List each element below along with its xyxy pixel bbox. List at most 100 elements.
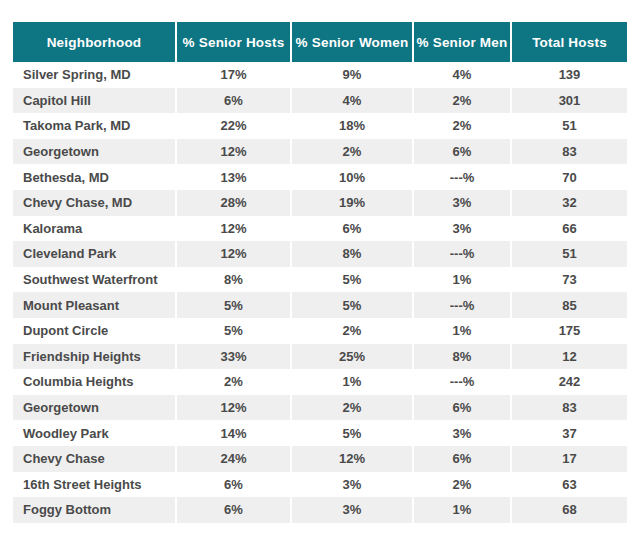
value-cell: 5% (175, 318, 290, 344)
table-row: Capitol Hill6%4%2%301 (13, 88, 627, 114)
value-cell: 6% (412, 395, 510, 421)
value-cell: 10% (290, 164, 412, 190)
value-cell: ---% (412, 164, 510, 190)
value-cell: 2% (412, 113, 510, 139)
neighborhood-cell: Bethesda, MD (13, 164, 175, 190)
value-cell: 12% (175, 395, 290, 421)
table-row: Southwest Waterfront8%5%1%73 (13, 267, 627, 293)
value-cell: 73 (510, 267, 627, 293)
table-row: Woodley Park14%5%3%37 (13, 420, 627, 446)
value-cell: 3% (412, 216, 510, 242)
value-cell: 6% (412, 446, 510, 472)
value-cell: 12% (290, 446, 412, 472)
value-cell: 4% (412, 62, 510, 88)
value-cell: ---% (412, 369, 510, 395)
neighborhood-cell: Georgetown (13, 395, 175, 421)
neighborhood-cell: Capitol Hill (13, 88, 175, 114)
column-header-0: Neighborhood (13, 22, 175, 62)
table-row: Friendship Heights33%25%8%12 (13, 344, 627, 370)
value-cell: 175 (510, 318, 627, 344)
value-cell: 3% (412, 420, 510, 446)
value-cell: 12% (175, 139, 290, 165)
value-cell: 37 (510, 420, 627, 446)
table-row: Foggy Bottom6%3%1%68 (13, 497, 627, 523)
value-cell: 6% (175, 497, 290, 523)
value-cell: 5% (290, 267, 412, 293)
value-cell: 2% (412, 472, 510, 498)
value-cell: 19% (290, 190, 412, 216)
value-cell: 22% (175, 113, 290, 139)
neighborhood-cell: Georgetown (13, 139, 175, 165)
value-cell: 6% (175, 88, 290, 114)
table-row: Dupont Circle5%2%1%175 (13, 318, 627, 344)
neighborhood-cell: Columbia Heights (13, 369, 175, 395)
value-cell: 3% (290, 472, 412, 498)
value-cell: 6% (412, 139, 510, 165)
neighborhood-cell: 16th Street Heights (13, 472, 175, 498)
value-cell: 2% (290, 395, 412, 421)
value-cell: 14% (175, 420, 290, 446)
value-cell: 12% (175, 216, 290, 242)
value-cell: 1% (412, 497, 510, 523)
neighborhood-cell: Kalorama (13, 216, 175, 242)
table-row: Georgetown12%2%6%83 (13, 395, 627, 421)
value-cell: 301 (510, 88, 627, 114)
table-row: Silver Spring, MD17%9%4%139 (13, 62, 627, 88)
value-cell: 70 (510, 164, 627, 190)
neighborhood-cell: Silver Spring, MD (13, 62, 175, 88)
value-cell: 242 (510, 369, 627, 395)
column-header-4: Total Hosts (510, 22, 627, 62)
value-cell: 2% (412, 88, 510, 114)
value-cell: 17% (175, 62, 290, 88)
neighborhood-cell: Mount Pleasant (13, 292, 175, 318)
value-cell: 83 (510, 395, 627, 421)
value-cell: 51 (510, 113, 627, 139)
value-cell: 6% (290, 216, 412, 242)
table-row: Bethesda, MD13%10%---%70 (13, 164, 627, 190)
value-cell: 51 (510, 241, 627, 267)
senior-hosts-table: Neighborhood% Senior Hosts% Senior Women… (13, 22, 627, 523)
value-cell: 8% (175, 267, 290, 293)
neighborhood-cell: Dupont Circle (13, 318, 175, 344)
table-row: Takoma Park, MD22%18%2%51 (13, 113, 627, 139)
value-cell: 85 (510, 292, 627, 318)
table-row: Mount Pleasant5%5%---%85 (13, 292, 627, 318)
value-cell: 17 (510, 446, 627, 472)
value-cell: 24% (175, 446, 290, 472)
table-row: Columbia Heights2%1%---%242 (13, 369, 627, 395)
value-cell: 5% (290, 420, 412, 446)
value-cell: 9% (290, 62, 412, 88)
value-cell: 2% (175, 369, 290, 395)
value-cell: 3% (412, 190, 510, 216)
value-cell: 28% (175, 190, 290, 216)
neighborhood-cell: Chevy Chase (13, 446, 175, 472)
neighborhood-cell: Woodley Park (13, 420, 175, 446)
value-cell: 83 (510, 139, 627, 165)
table-row: Chevy Chase24%12%6%17 (13, 446, 627, 472)
column-header-1: % Senior Hosts (175, 22, 290, 62)
neighborhood-cell: Southwest Waterfront (13, 267, 175, 293)
value-cell: 1% (412, 318, 510, 344)
value-cell: 6% (175, 472, 290, 498)
value-cell: 12 (510, 344, 627, 370)
table-body: Silver Spring, MD17%9%4%139Capitol Hill6… (13, 62, 627, 523)
value-cell: 5% (175, 292, 290, 318)
page: Neighborhood% Senior Hosts% Senior Women… (0, 0, 640, 541)
table-row: Chevy Chase, MD28%19%3%32 (13, 190, 627, 216)
neighborhood-cell: Friendship Heights (13, 344, 175, 370)
value-cell: 32 (510, 190, 627, 216)
value-cell: 139 (510, 62, 627, 88)
value-cell: 68 (510, 497, 627, 523)
table-row: Kalorama12%6%3%66 (13, 216, 627, 242)
value-cell: 2% (290, 318, 412, 344)
neighborhood-cell: Foggy Bottom (13, 497, 175, 523)
value-cell: 8% (290, 241, 412, 267)
value-cell: 66 (510, 216, 627, 242)
value-cell: 12% (175, 241, 290, 267)
table-row: Cleveland Park12%8%---%51 (13, 241, 627, 267)
value-cell: 25% (290, 344, 412, 370)
value-cell: 5% (290, 292, 412, 318)
value-cell: 33% (175, 344, 290, 370)
value-cell: ---% (412, 292, 510, 318)
table-row: Georgetown12%2%6%83 (13, 139, 627, 165)
